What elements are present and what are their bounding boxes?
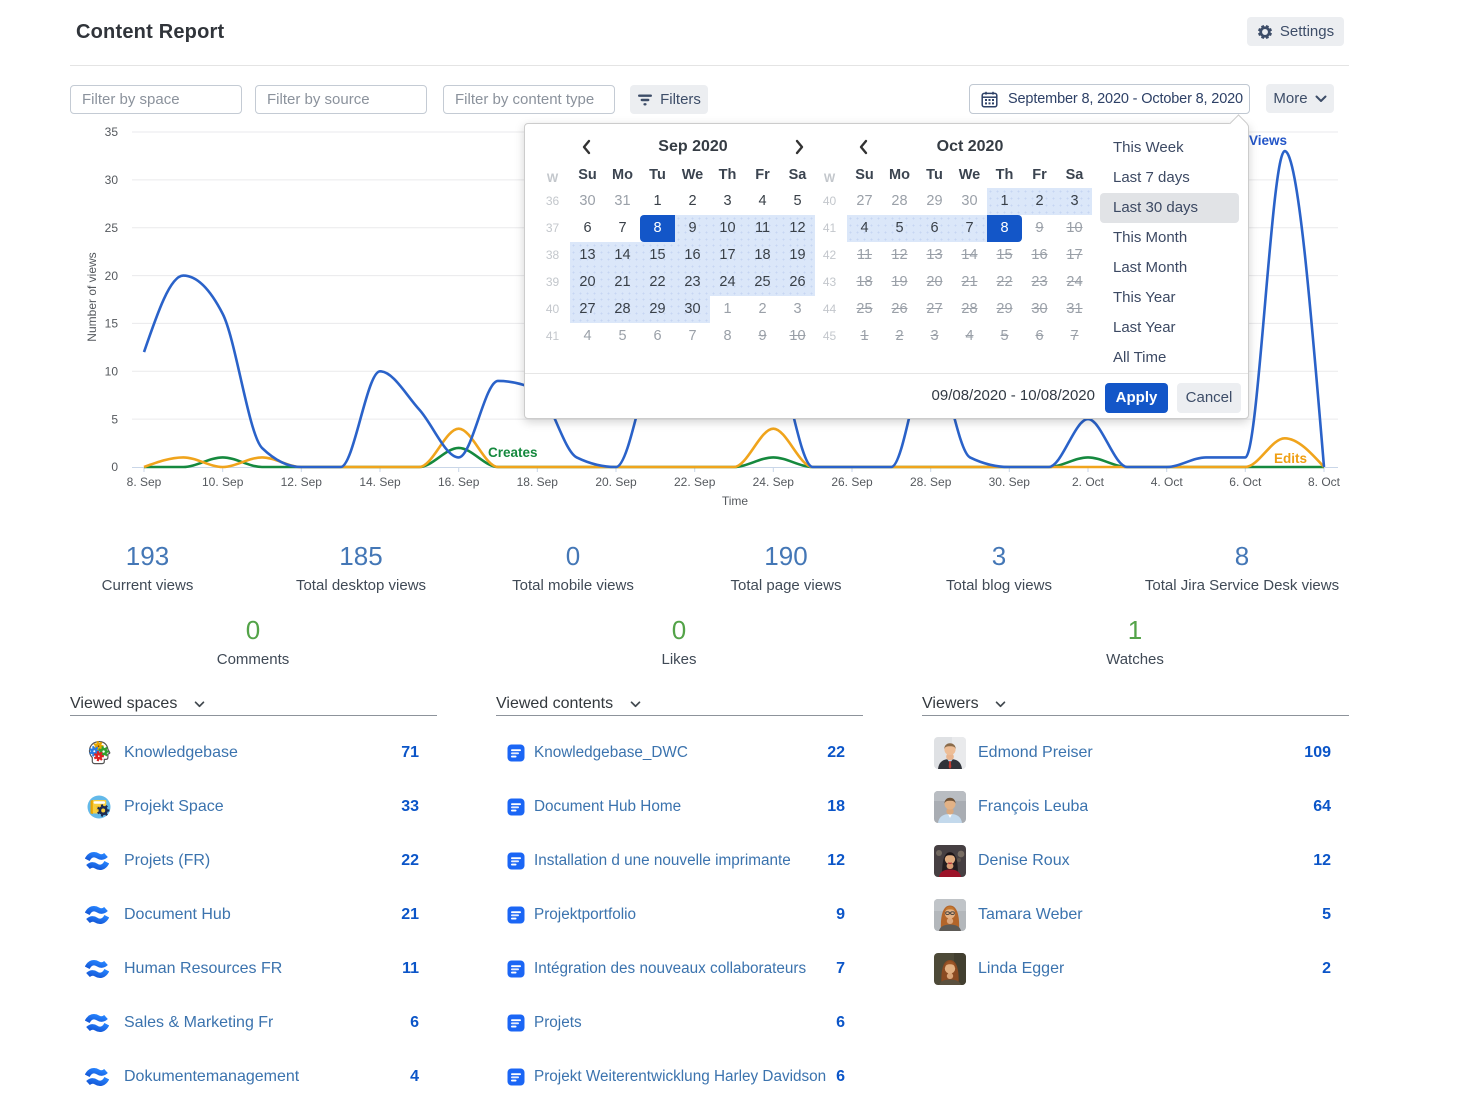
- svg-text:26. Sep: 26. Sep: [831, 475, 873, 489]
- svg-text:28. Sep: 28. Sep: [910, 475, 952, 489]
- svg-text:Views: Views: [1249, 133, 1287, 148]
- svg-text:12. Sep: 12. Sep: [281, 475, 323, 489]
- svg-text:20: 20: [105, 269, 119, 283]
- svg-text:8. Oct: 8. Oct: [1308, 475, 1341, 489]
- svg-text:8. Sep: 8. Sep: [127, 475, 162, 489]
- svg-text:Number of views: Number of views: [85, 252, 99, 341]
- svg-text:10. Sep: 10. Sep: [202, 475, 244, 489]
- svg-text:30: 30: [105, 173, 119, 187]
- svg-text:18. Sep: 18. Sep: [517, 475, 559, 489]
- svg-text:10: 10: [105, 365, 119, 379]
- svg-text:0: 0: [111, 460, 118, 474]
- svg-text:22. Sep: 22. Sep: [674, 475, 716, 489]
- svg-text:25: 25: [105, 221, 119, 235]
- svg-text:Creates: Creates: [488, 445, 538, 460]
- svg-text:15: 15: [105, 317, 119, 331]
- svg-text:24. Sep: 24. Sep: [753, 475, 795, 489]
- svg-text:20. Sep: 20. Sep: [595, 475, 637, 489]
- svg-text:2. Oct: 2. Oct: [1072, 475, 1105, 489]
- svg-text:5: 5: [111, 412, 118, 426]
- svg-text:Edits: Edits: [1274, 451, 1307, 466]
- svg-text:35: 35: [105, 125, 119, 139]
- svg-text:6. Oct: 6. Oct: [1229, 475, 1262, 489]
- svg-text:16. Sep: 16. Sep: [438, 475, 480, 489]
- svg-text:Time: Time: [722, 494, 749, 508]
- svg-text:14. Sep: 14. Sep: [359, 475, 401, 489]
- svg-text:4. Oct: 4. Oct: [1151, 475, 1184, 489]
- svg-text:30. Sep: 30. Sep: [989, 475, 1031, 489]
